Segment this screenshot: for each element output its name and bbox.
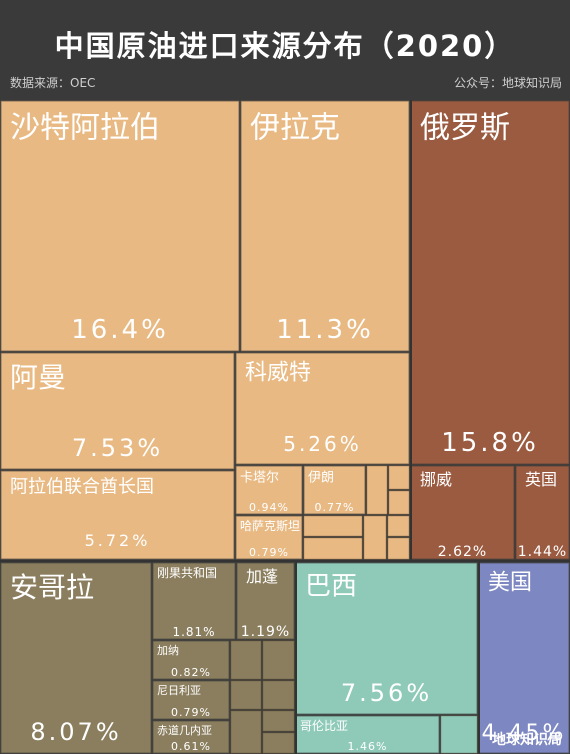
tile [410, 100, 570, 465]
tile [303, 465, 366, 515]
tile [387, 515, 410, 537]
region-border [295, 560, 297, 754]
tile [236, 562, 295, 640]
tile [440, 715, 478, 754]
tile-value: 7.56% [341, 679, 432, 707]
tile-name: 哈萨克斯坦 [240, 519, 300, 533]
tile-name: 美国 [488, 571, 532, 596]
tile [387, 537, 410, 560]
tile-value: 1.44% [518, 544, 567, 560]
tile-name: 刚果共和国 [157, 566, 217, 580]
tile [152, 562, 236, 640]
region-border [0, 560, 570, 562]
tile-name: 伊朗 [308, 470, 334, 485]
tile [295, 562, 478, 715]
credit: 公众号：地球知识局 [454, 76, 562, 90]
tile-value: 8.07% [30, 718, 121, 746]
tile-name: 哥伦比亚 [300, 718, 348, 733]
tile-name: 俄罗斯 [420, 111, 510, 146]
tile [235, 352, 410, 465]
tile [515, 465, 570, 560]
tile-name: 英国 [525, 470, 557, 489]
tile-value: 4.45% [482, 721, 567, 746]
tile [0, 470, 235, 560]
tile-name: 赤道几内亚 [157, 723, 212, 737]
tile-value: 0.79% [249, 546, 289, 559]
tile [295, 715, 440, 754]
tile [152, 720, 230, 754]
tile [152, 640, 230, 680]
watermark: 地球知识局 [492, 731, 562, 748]
tile-value: 15.8% [441, 428, 539, 458]
tile-name: 伊拉克 [250, 111, 340, 146]
tile-name: 加纳 [157, 644, 179, 657]
tile-value: 1.46% [348, 740, 388, 753]
tile-value: 1.81% [172, 625, 215, 639]
tile [262, 640, 295, 680]
tile-value: 5.72% [85, 531, 151, 550]
chart-title: 中国原油进口来源分布（2020） [55, 29, 516, 63]
tile [0, 100, 240, 352]
tile-name: 科威特 [245, 361, 311, 386]
tile-name: 挪威 [420, 470, 452, 489]
tile-name: 尼日利亚 [157, 684, 201, 697]
tile-name: 安哥拉 [10, 571, 94, 604]
tile-value: 2.62% [438, 544, 487, 560]
tile-value: 0.77% [315, 501, 355, 514]
tile [262, 680, 295, 710]
tile [152, 680, 230, 720]
tile-value: 0.61% [171, 740, 211, 753]
tile [230, 680, 262, 710]
tile-value: 16.4% [71, 315, 169, 345]
tile-value: 1.19% [241, 624, 290, 640]
tile-value: 5.26% [283, 432, 362, 456]
tile [230, 640, 262, 680]
tile-name: 巴西 [305, 572, 357, 602]
region-border [478, 560, 480, 754]
tile [0, 562, 152, 754]
region-border [410, 100, 412, 560]
tile-name: 阿拉伯联合酋长国 [10, 477, 154, 498]
tile [0, 352, 235, 470]
tile [388, 465, 410, 490]
tile [303, 515, 363, 537]
tile [262, 732, 295, 754]
tile-value: 0.82% [171, 666, 211, 679]
tile [388, 490, 410, 515]
tile [230, 710, 262, 754]
tile-value: 0.79% [171, 706, 211, 719]
tile-name: 卡塔尔 [240, 470, 279, 485]
tile [303, 537, 363, 560]
tile-value: 7.53% [72, 434, 163, 462]
tile [240, 100, 410, 352]
tile-value: 11.3% [276, 315, 374, 345]
tile [366, 465, 388, 515]
tile [478, 562, 570, 754]
source: 数据来源：OEC [10, 75, 95, 90]
tile-name: 阿曼 [10, 361, 66, 394]
tile [262, 710, 295, 732]
tile [363, 515, 387, 560]
tile [235, 465, 303, 515]
tile [235, 515, 303, 560]
tile-name: 加蓬 [246, 567, 278, 586]
tile-value: 0.94% [249, 501, 289, 514]
tile-name: 沙特阿拉伯 [10, 111, 160, 146]
